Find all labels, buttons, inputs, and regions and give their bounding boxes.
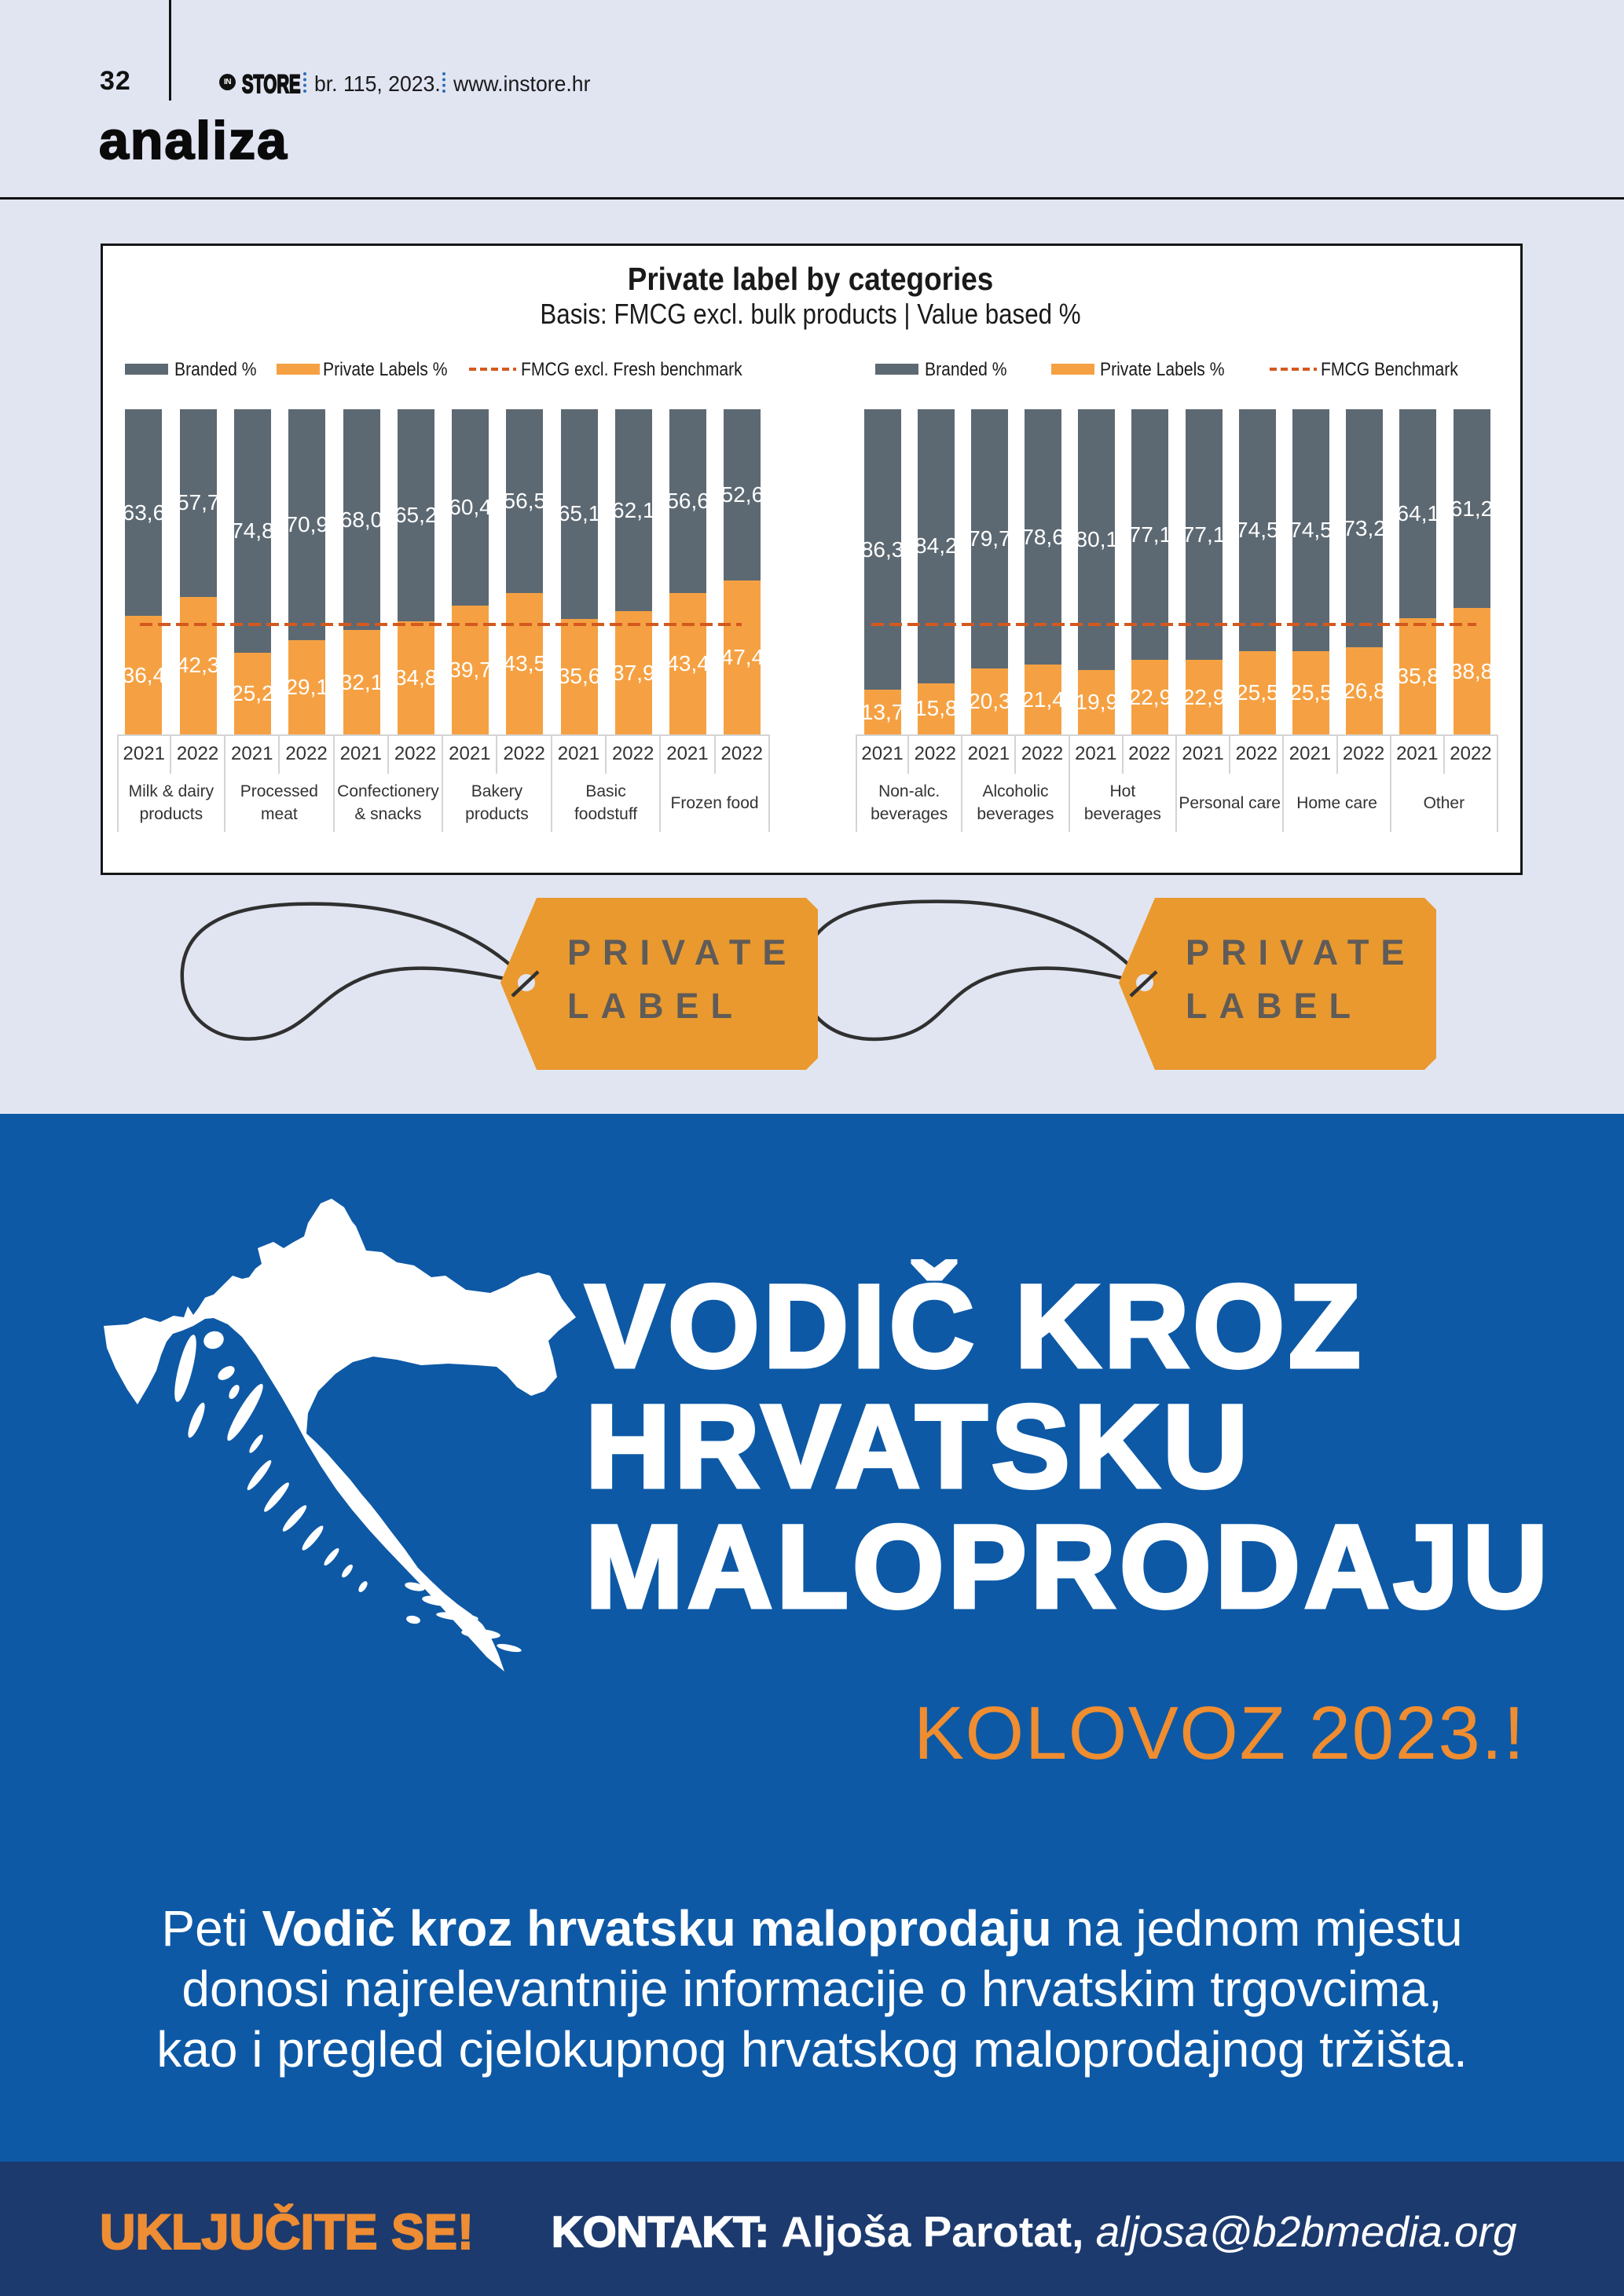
svg-text:LABEL: LABEL [567,986,744,1026]
svg-text:LABEL: LABEL [1186,986,1362,1026]
svg-text:PRIVATE: PRIVATE [1186,932,1416,972]
svg-text:PRIVATE: PRIVATE [567,932,797,972]
